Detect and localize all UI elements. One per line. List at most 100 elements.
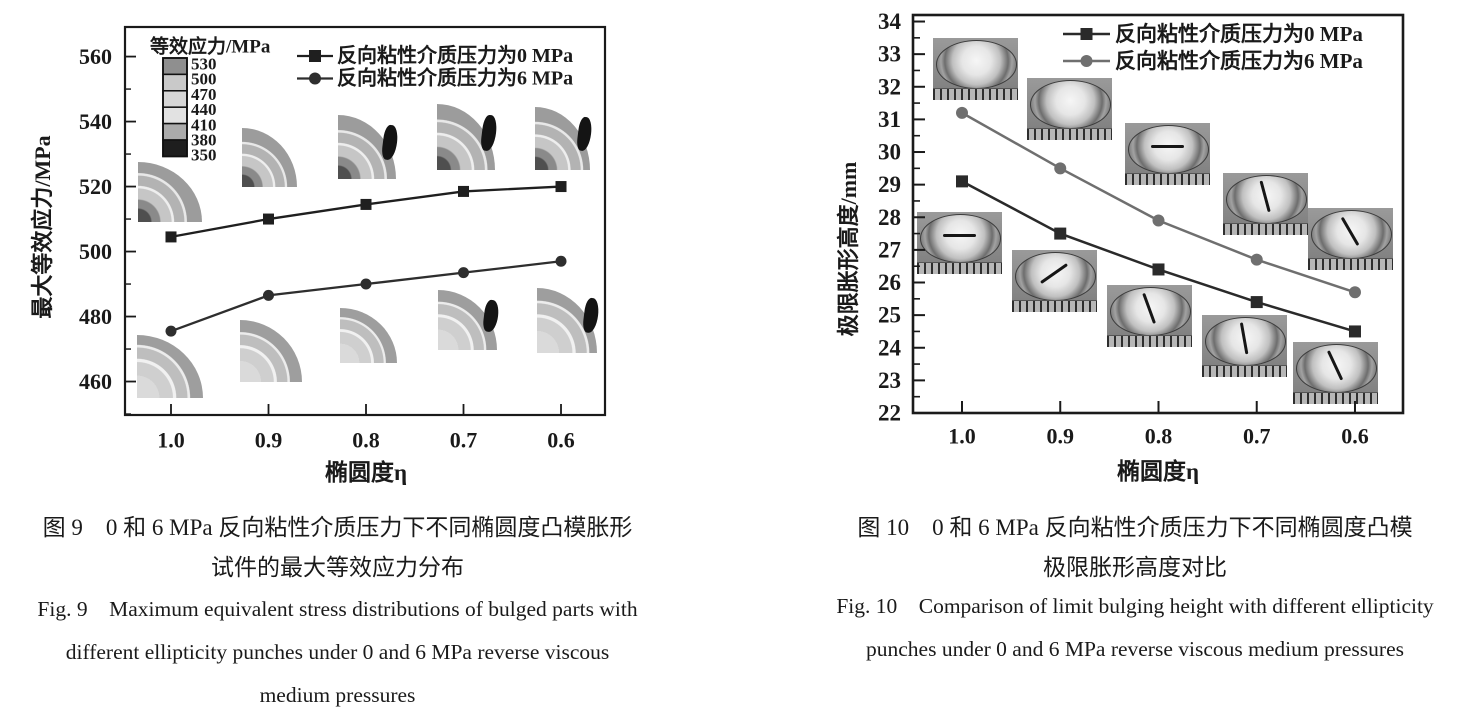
fig10-plot: 22 23 24 25 26 27 28 29 30 31 32 33 34 1.0 0.9 0.8 0.7 0.… xyxy=(878,9,1405,449)
colorbar-label: 350 xyxy=(191,146,217,165)
data-point-marker xyxy=(1250,296,1263,309)
series-line-0mpa xyxy=(961,180,1356,333)
colorbar-cell xyxy=(162,122,188,141)
caption-line: medium pressures xyxy=(259,683,416,707)
y-tick-label: 540 xyxy=(79,109,112,134)
y-tick-label: 34 xyxy=(878,9,902,34)
colorbar-cell xyxy=(162,106,188,125)
data-point-marker xyxy=(263,289,275,301)
y-tick-label: 560 xyxy=(79,44,112,69)
colorbar-title: 等效应力/MPa xyxy=(149,35,271,58)
x-tick-label: 0.7 xyxy=(450,428,478,453)
data-point-marker xyxy=(263,213,275,225)
y-tick-label: 28 xyxy=(878,205,901,230)
colorbar-label: 410 xyxy=(191,115,217,134)
x-tick-label: 0.8 xyxy=(1145,424,1173,449)
bulged-dome xyxy=(935,39,1018,89)
colorbar-border xyxy=(162,57,188,158)
y-tick-label: 26 xyxy=(878,270,901,295)
ruler-strip xyxy=(933,87,1018,100)
caption-line: different ellipticity punches under 0 an… xyxy=(65,640,610,664)
data-point-marker xyxy=(165,325,177,337)
ruler-strip xyxy=(1107,334,1192,347)
x-tick-label: 0.9 xyxy=(255,428,283,453)
y-tick-label: 32 xyxy=(878,74,901,99)
y-tick-label: 500 xyxy=(79,239,112,264)
ruler-strip xyxy=(1223,222,1308,235)
y-tick-label: 27 xyxy=(878,237,901,262)
bulged-dome xyxy=(1127,124,1210,174)
y-tick-label: 22 xyxy=(878,401,901,426)
ruler-strip xyxy=(1308,257,1393,270)
x-tick-label: 0.6 xyxy=(547,428,575,453)
ruler-strip xyxy=(917,261,1002,274)
data-point-marker xyxy=(1348,325,1361,338)
caption-line: Fig. 10 Comparison of limit bulging heig… xyxy=(836,594,1434,618)
x-tick-label: 0.6 xyxy=(1341,424,1369,449)
bulged-dome xyxy=(1014,251,1097,301)
fig10-x-axis-label: 椭圆度η xyxy=(1116,459,1200,484)
data-point-marker xyxy=(1348,286,1361,299)
legend-marker xyxy=(1080,55,1093,67)
legend-label: 反向粘性介质压力为0 MPa xyxy=(337,43,573,67)
ruler-strip xyxy=(1125,172,1210,185)
colorbar-cell xyxy=(162,90,188,108)
series-line-0mpa xyxy=(170,185,562,239)
data-point-marker xyxy=(1250,253,1263,266)
y-tick-label: 33 xyxy=(878,42,901,67)
caption-line: 试件的最大等效应力分布 xyxy=(211,555,464,580)
specimen-photo-inset xyxy=(1107,285,1192,347)
data-point-marker xyxy=(1152,214,1165,227)
data-point-marker xyxy=(555,181,567,193)
colorbar-label: 440 xyxy=(191,100,217,119)
specimen-photo-inset xyxy=(1308,208,1393,270)
ruler-strip xyxy=(1012,299,1097,312)
specimen-photo-inset xyxy=(1012,250,1097,312)
data-point-marker xyxy=(458,185,470,197)
colorbar-label: 380 xyxy=(191,131,217,150)
y-tick-label: 520 xyxy=(79,174,112,199)
specimen-photo-inset xyxy=(1125,123,1210,185)
legend-marker xyxy=(309,50,321,62)
legend-marker xyxy=(1080,28,1093,40)
fig9-plot: 460 480 500 520 540 560 1.0 0.9 0.8 0.7 0.6 反向粘性介质压… xyxy=(79,25,607,453)
fig9-x-axis-label: 椭圆度η xyxy=(324,460,408,485)
crack-mark xyxy=(1151,145,1184,149)
data-point-marker xyxy=(956,175,968,188)
y-tick-label: 25 xyxy=(878,303,901,328)
plot-frame xyxy=(123,25,607,417)
y-tick-label: 31 xyxy=(878,107,901,132)
y-tick-label: 24 xyxy=(878,335,902,360)
colorbar-label: 470 xyxy=(191,85,217,104)
specimen-photo-inset xyxy=(1027,78,1112,140)
y-tick-label: 460 xyxy=(79,369,112,394)
x-tick-label: 0.9 xyxy=(1046,424,1074,449)
specimen-photo-inset xyxy=(1293,342,1378,404)
ruler-strip xyxy=(1027,127,1112,140)
y-tick-label: 23 xyxy=(878,368,901,393)
crack-mark xyxy=(943,234,976,238)
caption-line: 极限胀形高度对比 xyxy=(1043,555,1227,580)
colorbar-label: 530 xyxy=(191,55,217,74)
plot-frame xyxy=(911,13,1405,415)
ruler-strip xyxy=(1293,391,1378,404)
colorbar-cell xyxy=(162,73,188,92)
legend-marker xyxy=(309,72,321,85)
legend-label: 反向粘性介质压力为6 MPa xyxy=(1115,49,1363,73)
data-point-marker xyxy=(360,198,372,210)
data-point-marker xyxy=(1054,227,1067,240)
y-tick-label: 30 xyxy=(878,140,901,165)
ruler-strip xyxy=(1202,364,1287,377)
data-point-marker xyxy=(1054,162,1067,175)
data-point-marker xyxy=(165,231,177,243)
data-point-marker xyxy=(360,278,372,290)
data-point-marker xyxy=(555,255,567,267)
data-point-marker xyxy=(956,106,968,119)
x-tick-label: 1.0 xyxy=(157,428,185,453)
colorbar-label: 500 xyxy=(191,70,217,89)
